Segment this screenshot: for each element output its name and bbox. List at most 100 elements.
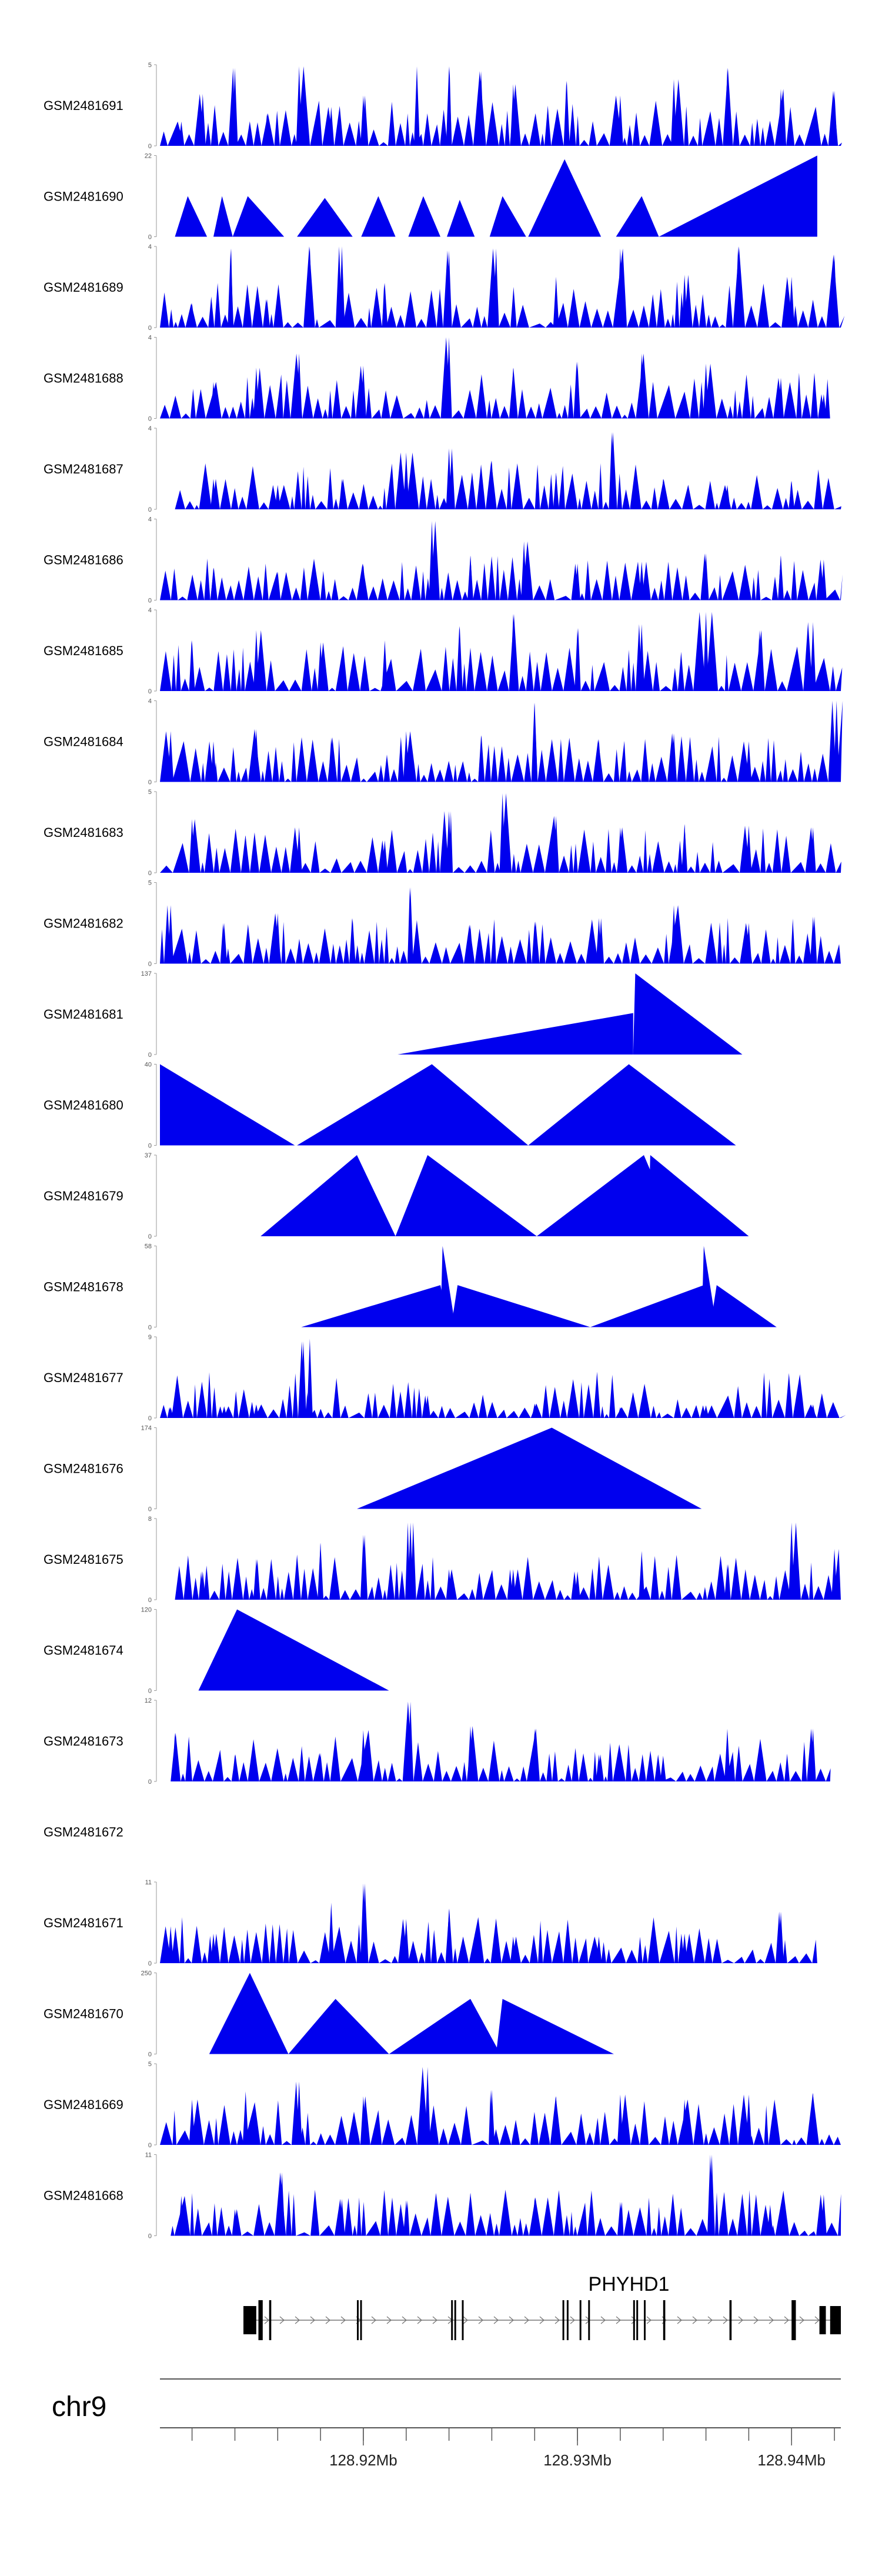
signal-area xyxy=(160,1341,846,1418)
exon-block xyxy=(791,2300,796,2340)
signal-peak xyxy=(211,741,216,782)
signal-peak xyxy=(746,741,752,782)
track-GSM2481683: GSM2481683 5 0 xyxy=(44,789,841,877)
signal-peak xyxy=(318,1543,324,1600)
y-max-label: 11 xyxy=(145,1879,152,1886)
signal-peak xyxy=(746,826,752,873)
signal-peak xyxy=(300,1341,306,1418)
signal-triangle xyxy=(213,196,233,237)
track-label: GSM2481689 xyxy=(44,280,123,295)
exon-block xyxy=(588,2300,590,2340)
signal-peak xyxy=(478,735,485,782)
track-label: GSM2481671 xyxy=(44,1916,123,1930)
y-max-label: 5 xyxy=(148,62,152,69)
signal-peak xyxy=(275,485,281,509)
signal-peak xyxy=(446,250,452,328)
signal-peak xyxy=(810,827,816,873)
signal-peak xyxy=(189,819,195,873)
track-GSM2481688: GSM2481688 4 0 xyxy=(44,335,830,423)
y-max-label: 5 xyxy=(148,789,152,796)
signal-peak xyxy=(831,1549,838,1600)
signal-peak xyxy=(510,613,516,691)
signal-triangle xyxy=(361,196,396,237)
strand-arrow-icon xyxy=(478,2316,484,2324)
y-min-label: 0 xyxy=(148,688,152,695)
track-label: GSM2481682 xyxy=(44,916,123,931)
signal-peak xyxy=(199,94,206,146)
signal-peak xyxy=(253,1559,259,1600)
signal-peak xyxy=(360,95,366,146)
signal-peak xyxy=(810,1404,816,1418)
signal-peak xyxy=(833,700,840,782)
strand-arrow-icon xyxy=(463,2316,469,2324)
track-label: GSM2481687 xyxy=(44,462,123,476)
strand-arrow-icon xyxy=(707,2316,713,2324)
signal-peak xyxy=(746,923,752,964)
track-GSM2481690: GSM2481690 22 0 xyxy=(44,153,817,241)
signal-peak xyxy=(275,913,281,964)
signal-area xyxy=(160,612,843,691)
signal-peak xyxy=(789,481,795,509)
signal-peak xyxy=(446,448,452,509)
signal-area xyxy=(160,2067,841,2145)
signal-peak xyxy=(532,1403,538,1418)
signal-triangle xyxy=(496,1998,614,2054)
strand-arrow-icon xyxy=(340,2316,346,2324)
signal-area xyxy=(160,700,843,782)
signal-peak xyxy=(339,2198,345,2236)
track-GSM2481689: GSM2481689 4 0 xyxy=(44,243,845,332)
y-max-label: 12 xyxy=(145,1697,152,1704)
signal-peak xyxy=(493,248,499,328)
signal-peak xyxy=(446,811,452,873)
signal-triangle xyxy=(648,1155,749,1236)
signal-peak xyxy=(296,827,302,873)
y-min-label: 0 xyxy=(148,143,152,150)
signal-peak xyxy=(778,378,784,419)
signal-peak xyxy=(275,572,281,600)
exon-block xyxy=(269,2300,272,2340)
signal-peak xyxy=(296,2081,302,2145)
track-GSM2481677: GSM2481677 9 0 xyxy=(44,1334,846,1422)
signal-peak xyxy=(820,2194,827,2236)
track-GSM2481684: GSM2481684 4 0 xyxy=(44,698,843,786)
signal-peak xyxy=(253,368,259,419)
signal-peak xyxy=(596,1936,602,1963)
track-label: GSM2481675 xyxy=(44,1552,123,1567)
signal-peak xyxy=(681,2099,688,2145)
track-GSM2481678: GSM2481678 58 0 xyxy=(44,1243,777,1332)
signal-area xyxy=(160,1883,817,1963)
signal-peak xyxy=(810,1729,816,1781)
signal-triangle xyxy=(175,196,208,237)
signal-peak xyxy=(360,365,366,419)
strand-arrow-icon xyxy=(371,2316,377,2324)
strand-arrow-icon xyxy=(570,2316,576,2324)
signal-peak xyxy=(318,642,324,691)
track-label: GSM2481669 xyxy=(44,2097,123,2112)
y-min-label: 0 xyxy=(148,779,152,786)
y-max-label: 8 xyxy=(148,1516,152,1523)
signal-peak xyxy=(349,918,356,964)
signal-peak xyxy=(168,1926,174,1963)
track-label: GSM2481686 xyxy=(44,553,123,568)
signal-peak xyxy=(242,2091,249,2145)
strand-arrow-icon xyxy=(310,2316,316,2324)
signal-peak xyxy=(296,353,302,419)
signal-peak xyxy=(767,2204,773,2236)
track-GSM2481687: GSM2481687 4 0 xyxy=(44,425,841,513)
signal-triangle xyxy=(659,155,817,237)
signal-peak xyxy=(510,1569,516,1600)
track-label: GSM2481684 xyxy=(44,735,123,749)
exon-block xyxy=(243,2306,256,2334)
y-max-label: 5 xyxy=(148,880,152,887)
signal-peak xyxy=(211,568,216,600)
y-max-label: 37 xyxy=(145,1152,152,1159)
signal-peak xyxy=(221,1406,228,1418)
signal-area xyxy=(171,2154,841,2236)
exon-block xyxy=(579,2300,582,2340)
signal-peak xyxy=(168,1407,174,1418)
y-min-label: 0 xyxy=(148,961,152,968)
signal-peak xyxy=(789,1522,795,1600)
strand-arrow-icon xyxy=(600,2316,606,2324)
gene-track: PHYHD1 xyxy=(243,2273,841,2340)
